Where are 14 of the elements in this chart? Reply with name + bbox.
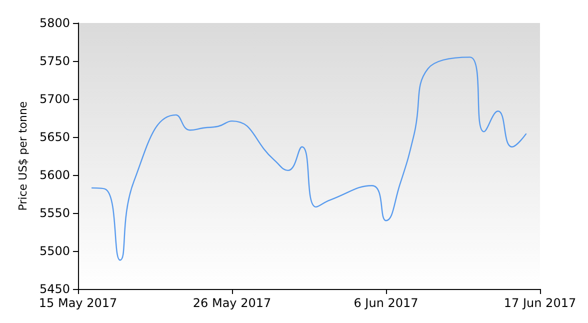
y-tick-label: 5650 [39, 130, 70, 144]
y-tick-label: 5800 [39, 16, 70, 30]
y-tick-label: 5600 [39, 168, 70, 182]
y-tick-label: 5550 [39, 206, 70, 220]
y-tick-label: 5450 [39, 282, 70, 296]
x-tick-label: 6 Jun 2017 [354, 296, 418, 310]
y-tick-label: 5750 [39, 54, 70, 68]
y-tick-label: 5500 [39, 244, 70, 258]
x-tick-label: 17 Jun 2017 [504, 296, 576, 310]
y-axis-title: Price US$ per tonne [16, 101, 30, 211]
line-series [91, 56, 527, 261]
x-tick-label: 26 May 2017 [192, 296, 272, 310]
x-tick-label: 15 May 2017 [38, 296, 118, 310]
y-tick-label: 5700 [39, 92, 70, 106]
